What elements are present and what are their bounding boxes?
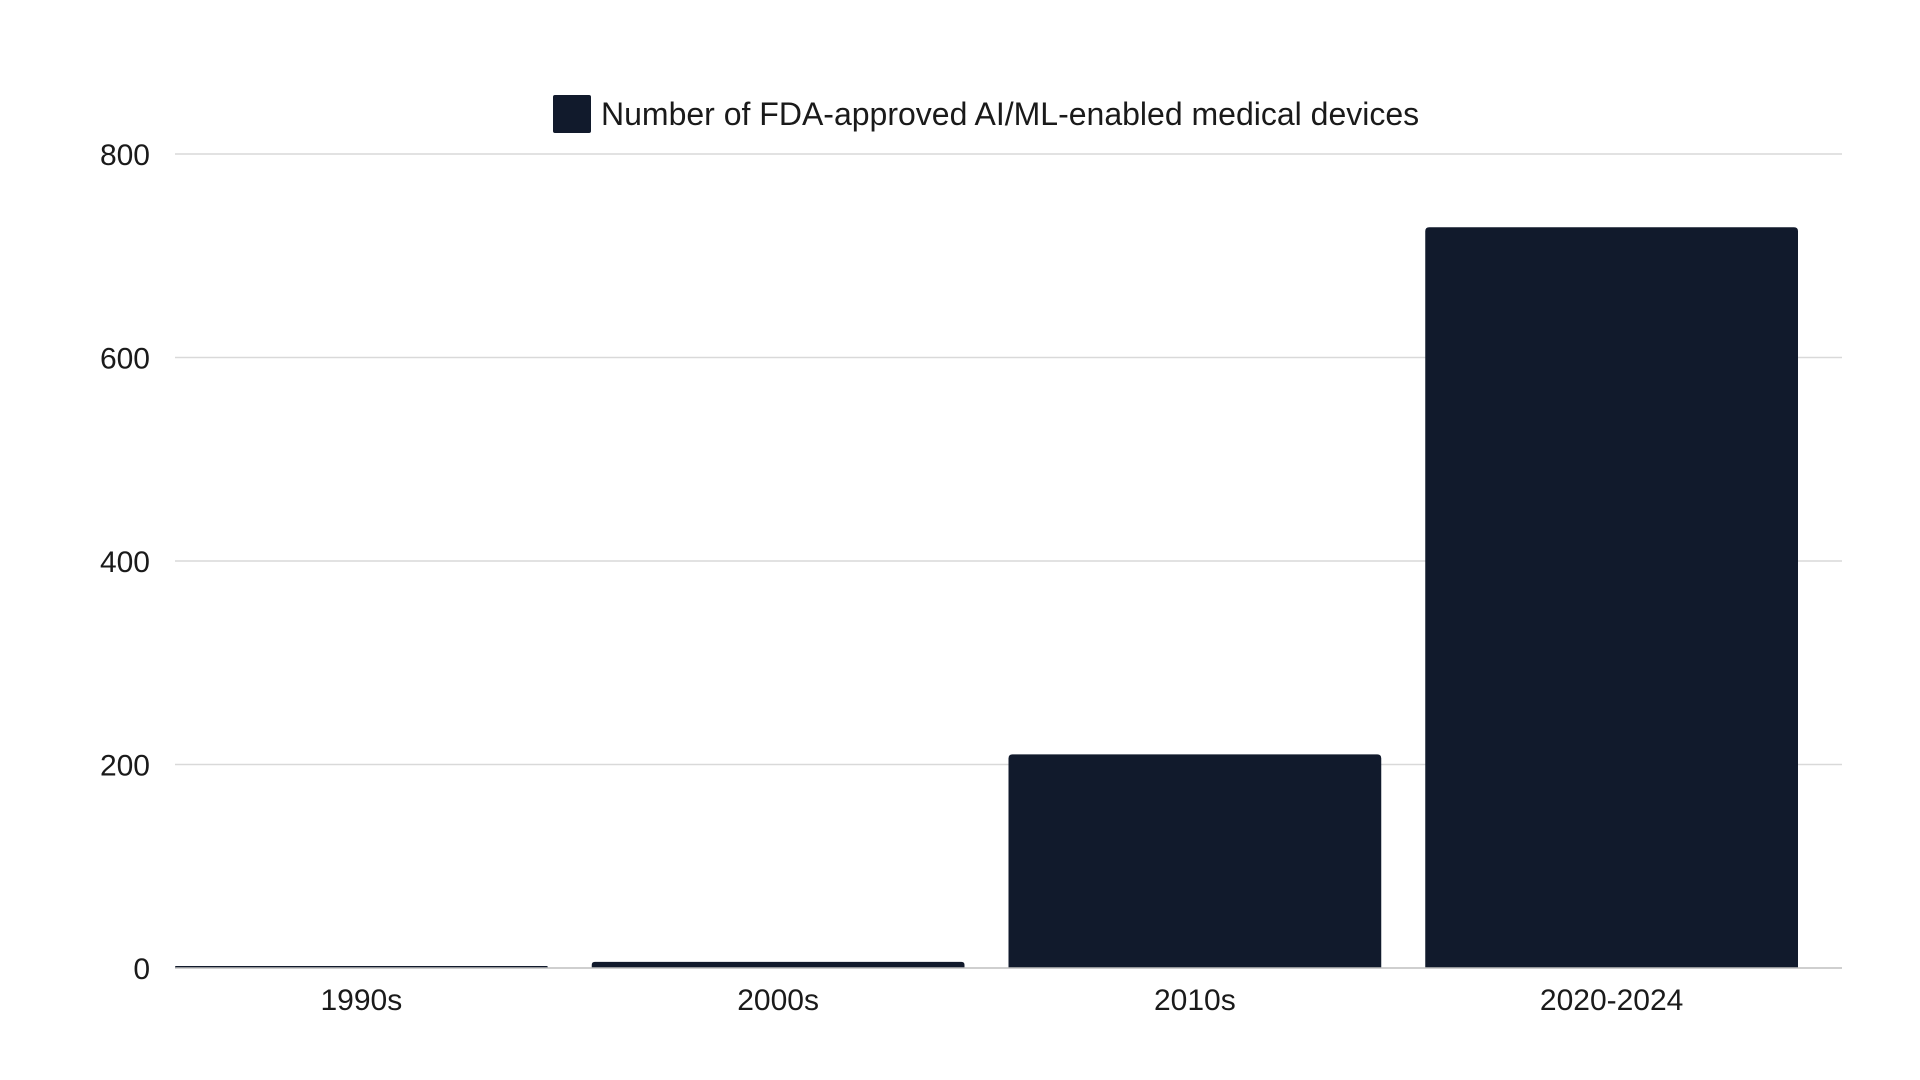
legend: Number of FDA-approved AI/ML-enabled med… <box>553 95 1419 133</box>
y-tick-label: 800 <box>100 139 150 172</box>
bar-2000s <box>591 961 965 968</box>
bar-2010s <box>1008 754 1382 968</box>
x-tick-label: 2000s <box>737 984 819 1017</box>
y-tick-label: 200 <box>100 750 150 783</box>
x-axis-tick-labels: 1990s 2000s 2010s 2020-2024 <box>321 984 1684 1017</box>
y-tick-label: 0 <box>133 953 150 986</box>
y-tick-label: 400 <box>100 546 150 579</box>
legend-swatch <box>553 95 591 133</box>
y-tick-label: 600 <box>100 343 150 376</box>
x-tick-label: 1990s <box>321 984 403 1017</box>
x-tick-label: 2020-2024 <box>1540 984 1683 1017</box>
legend-label: Number of FDA-approved AI/ML-enabled med… <box>601 96 1419 132</box>
x-tick-label: 2010s <box>1154 984 1236 1017</box>
bar-2020-2024 <box>1425 227 1798 968</box>
bars <box>175 227 1798 968</box>
y-axis-tick-labels: 0 200 400 600 800 <box>100 139 150 986</box>
